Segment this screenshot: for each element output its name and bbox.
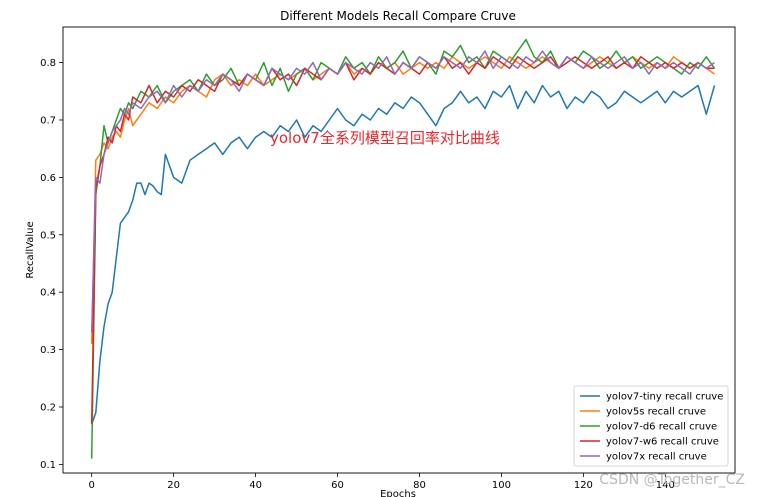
x-axis: 0 20 40 60 80 100 120 140 bbox=[88, 473, 675, 491]
x-axis-label: Epochs bbox=[380, 489, 416, 497]
y-axis: 0.1 0.2 0.3 0.4 0.5 0.6 0.7 0.8 bbox=[40, 58, 63, 471]
y-tick-label: 0.4 bbox=[40, 288, 56, 299]
y-tick-label: 0.7 bbox=[40, 115, 56, 126]
y-tick-label: 0.5 bbox=[40, 230, 56, 241]
chart-annotation: yolov7全系列模型召回率对比曲线 bbox=[270, 129, 500, 147]
y-axis-label: RecallValue bbox=[25, 221, 36, 278]
series-line-5 bbox=[90, 50, 715, 333]
y-tick-label: 0.8 bbox=[40, 58, 56, 69]
x-tick-label: 80 bbox=[413, 480, 426, 491]
legend-entry: yolov7-tiny recall cruve bbox=[606, 392, 723, 403]
x-tick-label: 60 bbox=[331, 480, 344, 491]
legend-entry: yolov7x recall cruve bbox=[606, 452, 707, 463]
x-tick-label: 20 bbox=[167, 480, 180, 491]
series-line-2 bbox=[90, 56, 715, 344]
x-tick-label: 40 bbox=[249, 480, 262, 491]
legend-entry: yolov5s recall cruve bbox=[606, 407, 706, 418]
x-tick-label: 100 bbox=[492, 480, 511, 491]
y-tick-label: 0.2 bbox=[40, 402, 56, 413]
series-line-1 bbox=[90, 84, 716, 425]
legend: yolov7-tiny recall cruve yolov5s recall c… bbox=[573, 385, 729, 467]
series-line-4 bbox=[90, 56, 715, 425]
y-tick-label: 0.6 bbox=[40, 173, 56, 184]
y-tick-label: 0.3 bbox=[40, 345, 56, 356]
legend-box bbox=[573, 385, 729, 467]
legend-entry: yolov7-d6 recall cruve bbox=[606, 422, 717, 433]
x-tick-label: 120 bbox=[574, 480, 593, 491]
x-tick-label: 140 bbox=[656, 480, 675, 491]
watermark-text: CSDN @Together_CZ bbox=[599, 472, 745, 488]
legend-entry: yolov7-w6 recall cruve bbox=[606, 437, 719, 448]
series-lines bbox=[90, 38, 716, 459]
plot-frame bbox=[62, 26, 736, 474]
y-tick-label: 0.1 bbox=[40, 460, 56, 471]
x-tick-label: 0 bbox=[88, 480, 94, 491]
chart-title: Different Models Recall Compare Cruve bbox=[280, 9, 516, 23]
